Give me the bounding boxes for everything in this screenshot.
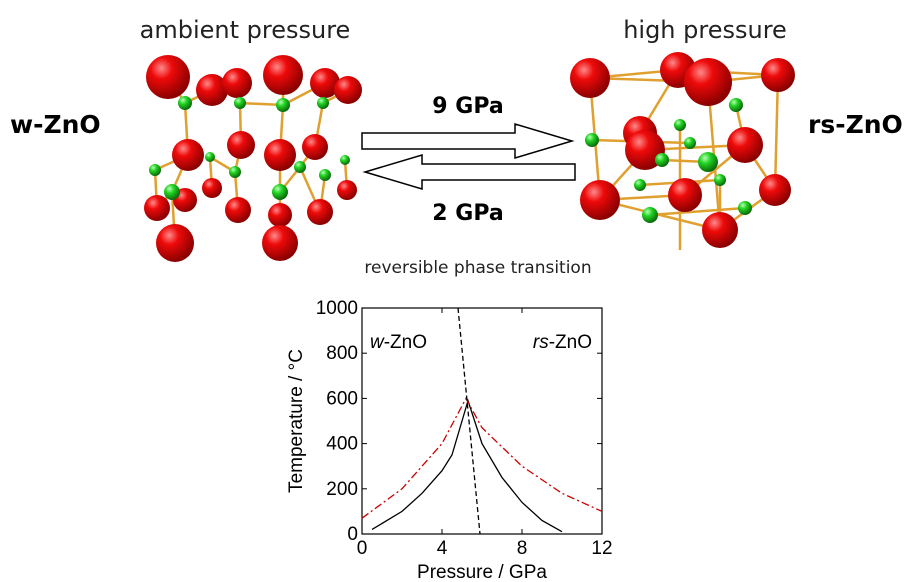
- zinc-atom: [234, 97, 246, 109]
- zinc-atom: [738, 201, 752, 215]
- annotation: rs-ZnO: [533, 332, 592, 353]
- zinc-atom: [294, 161, 306, 173]
- y-tick-label: 200: [326, 479, 358, 500]
- oxygen-atom: [310, 68, 340, 98]
- oxygen-atom: [580, 180, 620, 220]
- oxygen-atom: [702, 212, 738, 248]
- zinc-atom: [642, 207, 658, 223]
- zinc-atom: [714, 174, 726, 186]
- right-title: high pressure: [623, 16, 787, 44]
- oxygen-atom: [307, 199, 333, 225]
- zinc-atom: [585, 133, 599, 147]
- zinc-atom: [674, 119, 686, 131]
- oxygen-atom: [146, 55, 190, 99]
- annotation: w-ZnO: [370, 332, 427, 353]
- oxygen-atom: [196, 74, 228, 106]
- series-line: [361, 397, 603, 519]
- backward-label: 2 GPa: [432, 201, 503, 226]
- zinc-atom: [684, 137, 696, 149]
- x-tick-label: 0: [357, 538, 368, 559]
- zinc-atom: [698, 152, 718, 172]
- oxygen-atom: [761, 58, 795, 92]
- crystal-structures: [144, 52, 795, 262]
- y-axis-label: Temperature / °C: [286, 349, 307, 493]
- series-line: [371, 398, 563, 533]
- zinc-atom: [319, 169, 331, 181]
- oxygen-atom: [570, 58, 610, 98]
- plot-frame: [361, 307, 603, 535]
- oxygen-atom: [668, 178, 702, 212]
- oxygen-atom: [264, 139, 296, 171]
- oxygen-atom: [156, 224, 194, 262]
- oxygen-atom: [684, 58, 732, 106]
- bond: [773, 74, 780, 191]
- oxygen-atom: [227, 131, 255, 159]
- forward-arrow: [361, 122, 575, 160]
- x-tick-label: 12: [591, 538, 612, 559]
- annotation-italic: rs: [533, 332, 549, 353]
- zinc-atom: [276, 98, 290, 112]
- left-title: ambient pressure: [140, 16, 351, 44]
- oxygen-atom: [262, 225, 298, 261]
- oxygen-atom: [144, 195, 170, 221]
- y-tick-label: 400: [326, 434, 358, 455]
- annotation-text: -ZnO: [549, 332, 592, 353]
- zinc-atom: [205, 152, 215, 162]
- y-tick-label: 600: [326, 388, 358, 409]
- oxygen-atom: [727, 127, 763, 163]
- zinc-atom: [317, 97, 329, 109]
- bond: [239, 101, 284, 107]
- series-line: [457, 307, 481, 535]
- y-tick-label: 800: [326, 343, 358, 364]
- oxygen-atom: [268, 203, 292, 227]
- left-phase: w-ZnO: [10, 110, 101, 139]
- zinc-atom: [729, 98, 743, 112]
- oxygen-atom: [759, 174, 791, 206]
- forward-label: 9 GPa: [432, 94, 503, 119]
- zinc-atom: [149, 164, 161, 176]
- zinc-atom: [272, 184, 288, 200]
- y-tick-label: 1000: [316, 298, 358, 319]
- zinc-atom: [164, 184, 180, 200]
- oxygen-atom: [302, 134, 328, 160]
- x-tick-label: 8: [517, 538, 528, 559]
- caption: reversible phase transition: [364, 258, 591, 278]
- oxygen-atom: [202, 178, 222, 198]
- zinc-atom: [229, 166, 241, 178]
- annotation-italic: w: [370, 332, 385, 353]
- oxygen-atom: [225, 197, 251, 223]
- oxygen-atom: [263, 55, 303, 95]
- oxygen-atom: [172, 139, 204, 171]
- x-axis-label: Pressure / GPa: [417, 562, 547, 582]
- right-phase: rs-ZnO: [808, 110, 903, 139]
- zinc-atom: [178, 96, 192, 110]
- oxygen-atom: [337, 180, 357, 200]
- backward-arrow: [362, 153, 576, 191]
- chart: 0 200 400 600 800 1000 0 4 8 12 Pressure / GPa Temp…: [286, 298, 613, 582]
- oxygen-atom: [334, 76, 362, 104]
- zinc-atom: [655, 153, 669, 167]
- oxygen-atom: [222, 68, 252, 98]
- bond: [649, 206, 746, 217]
- x-tick-label: 4: [437, 538, 448, 559]
- zinc-atom: [340, 155, 350, 165]
- y-tick-label: 0: [347, 524, 358, 545]
- annotation-text: -ZnO: [384, 332, 427, 353]
- zinc-atom: [634, 179, 646, 191]
